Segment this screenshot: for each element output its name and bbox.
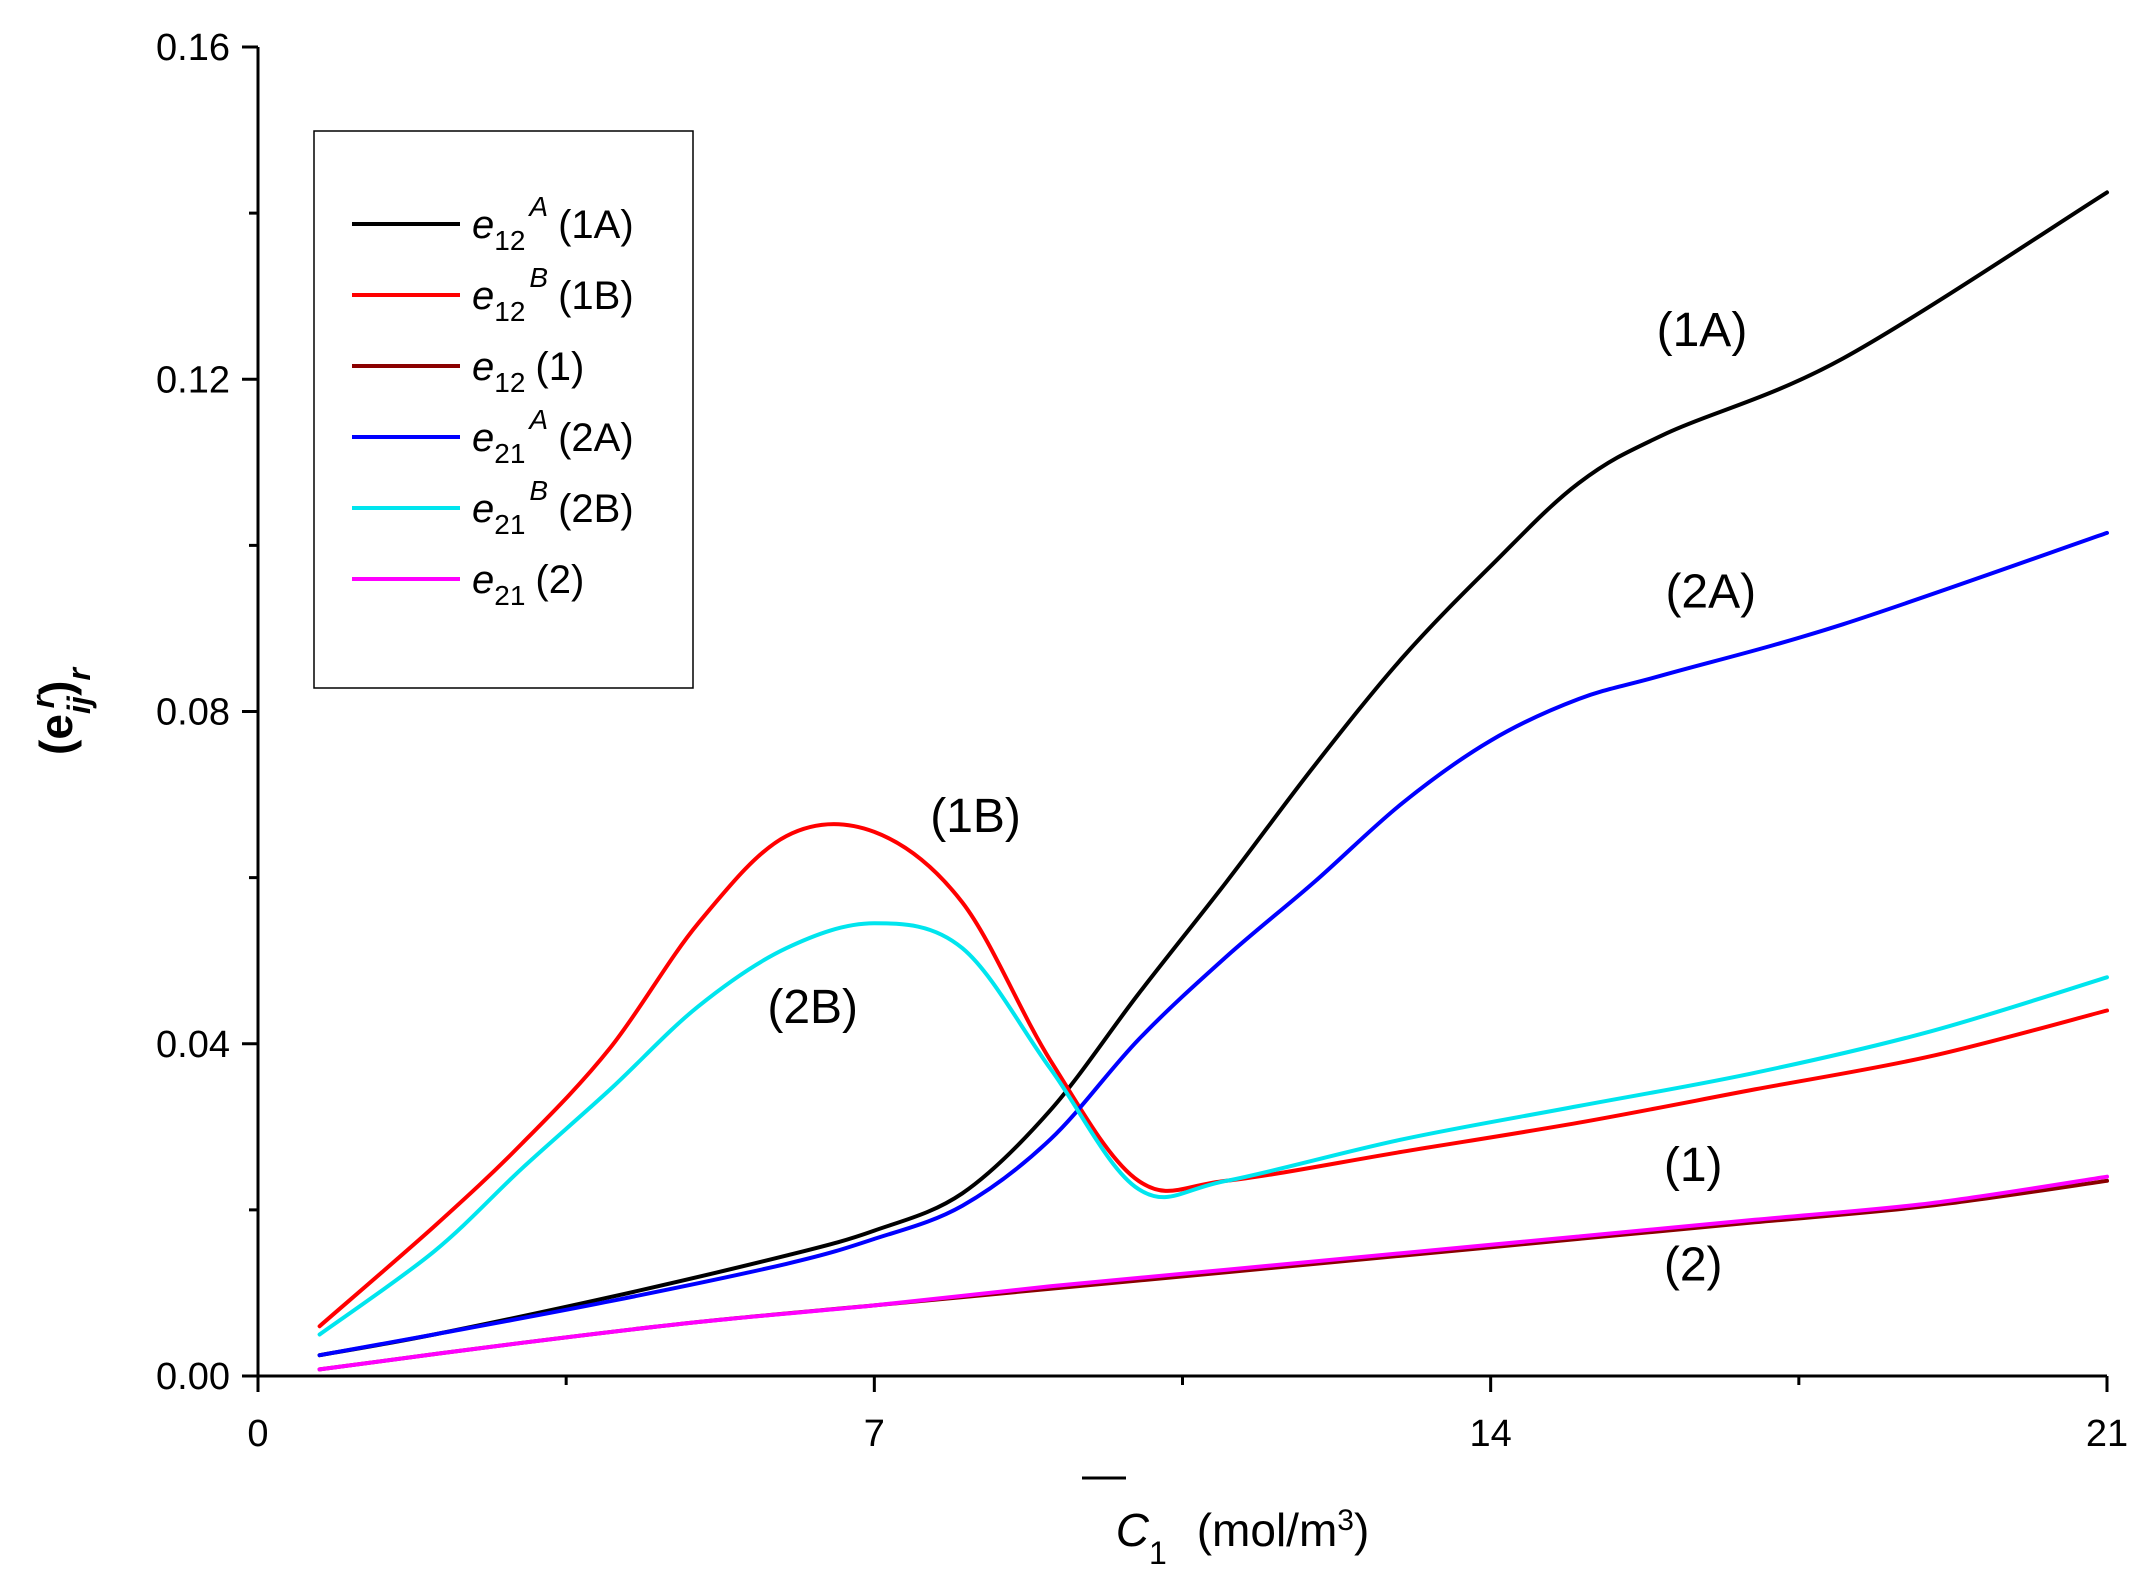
curve-label: (1): [1664, 1139, 1723, 1192]
x-axis-title: C1 (mol/m3): [1116, 1504, 1370, 1572]
series-line-e21A: [317, 530, 2109, 1358]
legend-label-e12A: e12A (1A): [472, 191, 634, 256]
legend-label-e21B: e21B (2B): [472, 475, 634, 540]
y-title-outer-sub: r: [61, 666, 97, 680]
x-title-sub: 1: [1149, 1535, 1167, 1571]
series-line-e21B: [317, 921, 2109, 1337]
y-title-sup: r: [25, 694, 61, 708]
x-title-units: (mol/m: [1197, 1504, 1338, 1556]
x-tick-label: 7: [864, 1413, 885, 1455]
legend-label-e12: e12 (1): [472, 345, 584, 398]
x-title-units-close: ): [1354, 1504, 1369, 1556]
legend-label-e21: e21 (2): [472, 558, 584, 611]
series-line-e12B: [317, 822, 2109, 1329]
curve-label: (1A): [1657, 304, 1748, 357]
y-title-close: ): [30, 680, 82, 695]
curve-label: (1B): [930, 790, 1021, 843]
x-title-units-sup: 3: [1337, 1504, 1354, 1537]
legend-label-e21A: e21A (2A): [472, 404, 634, 469]
series-line-e12A: [317, 190, 2109, 1358]
plot-area: 0 7 14 210.000.040.080.120.16 (1A)(2A)(1B)(…: [156, 27, 2128, 1455]
y-tick-label: 0.12: [156, 359, 230, 401]
series-line-e12: [317, 1178, 2109, 1372]
y-tick-label: 0.08: [156, 692, 230, 734]
legend: e12A (1A)e12B (1B) e12 (1) e21A (2A)e21B (2B) e2…: [313, 130, 694, 689]
legend-label-e12B: e12B (1B): [472, 262, 634, 327]
y-tick-label: 0.04: [156, 1024, 230, 1066]
legend-items: e12A (1A)e12B (1B) e12 (1) e21A (2A)e21B (2B) e2…: [352, 191, 634, 611]
x-tick-label: 14: [1470, 1413, 1512, 1455]
curve-label: (2B): [767, 981, 858, 1034]
curve-label: (2A): [1665, 566, 1756, 619]
y-axis-title: (eijr)r: [25, 666, 97, 754]
series-lines: [317, 190, 2109, 1372]
curve-label: (2): [1664, 1238, 1723, 1291]
y-title-open: (e: [30, 714, 82, 755]
curve-annotations: (1A) (2A) (1B) (2B) (1) (2): [767, 304, 1756, 1291]
series-line-e21: [317, 1174, 2109, 1372]
axis-ticks: 0 7 14 21 0.00 0.04 0.08 0.12 0.16: [156, 27, 2128, 1455]
y-tick-label: 0.00: [156, 1356, 230, 1398]
x-tick-label: 0: [247, 1413, 268, 1455]
x-title-symbol: C: [1116, 1504, 1150, 1556]
y-tick-label: 0.16: [156, 27, 230, 69]
y-title-sub: ij: [61, 695, 97, 714]
x-tick-label: 21: [2086, 1413, 2128, 1455]
